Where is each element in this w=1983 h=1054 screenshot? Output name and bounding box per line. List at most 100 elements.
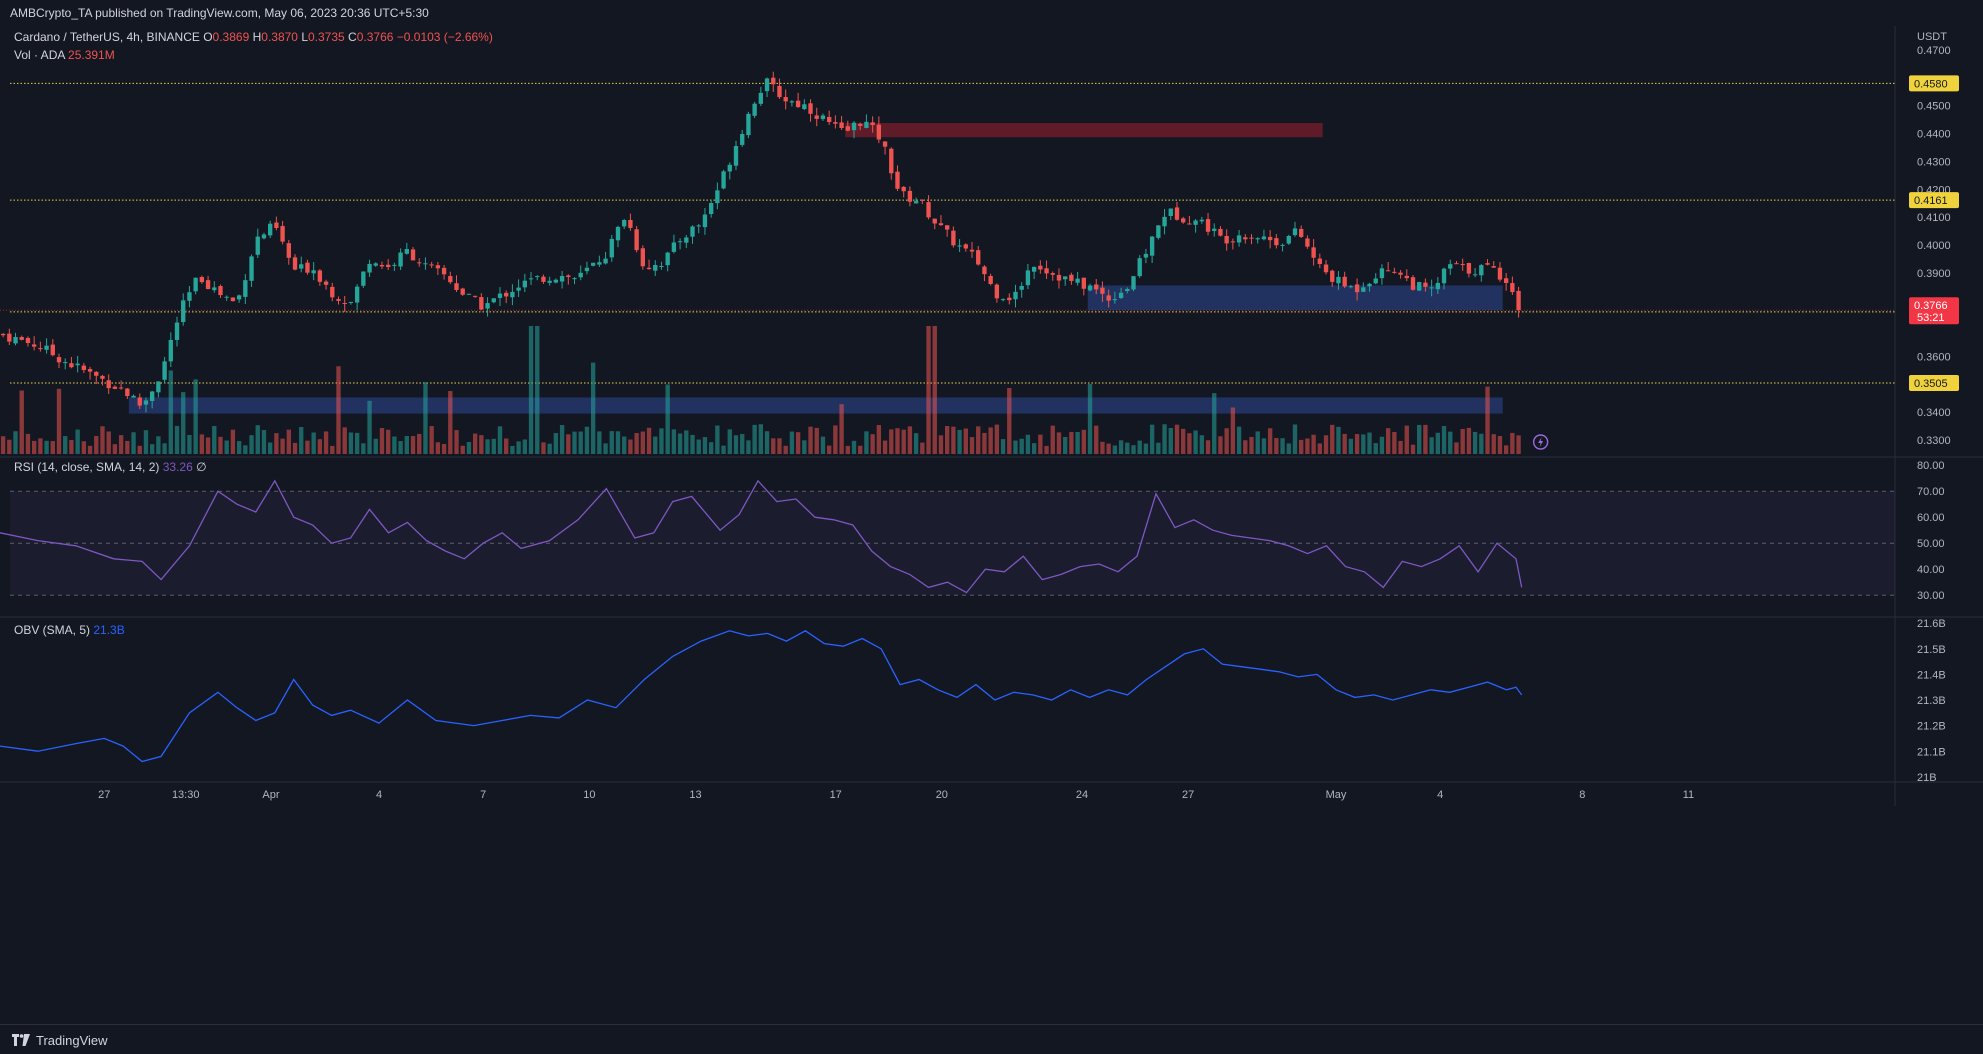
candle-body — [193, 277, 198, 292]
candle-body — [522, 280, 527, 288]
volume-bar — [795, 432, 801, 454]
volume-bar — [969, 437, 975, 454]
volume-bar — [982, 432, 987, 454]
support-zone — [1087, 285, 1503, 311]
volume-bar — [516, 441, 521, 454]
price-axis[interactable]: 0.47000.45000.44000.43000.42000.41000.40… — [1909, 31, 1959, 447]
volume-bar — [25, 433, 31, 454]
volume-bar — [1299, 439, 1304, 454]
candle-body — [1404, 275, 1409, 279]
volume-bar — [1205, 440, 1211, 454]
volume-bar — [1379, 436, 1385, 454]
candle-body — [882, 141, 888, 147]
volume-bar — [721, 445, 726, 454]
volume-bar — [1031, 443, 1037, 454]
time-axis[interactable]: 27 13:30 Apr 4 7 10 13 17 20 24 27 May 4 8 11 — [98, 789, 1694, 801]
candle-body — [864, 121, 869, 128]
rsi-tick-label: 70.00 — [1917, 486, 1945, 498]
tradingview-logo[interactable]: TradingView — [12, 1032, 108, 1048]
volume-bar — [802, 440, 807, 454]
candle-body — [7, 333, 12, 342]
volume-bar — [696, 439, 701, 454]
volume-bar — [671, 429, 677, 454]
candle-body — [982, 266, 987, 275]
volume-bar — [261, 430, 267, 454]
volume-bar — [777, 438, 782, 454]
volume-bar — [771, 438, 776, 454]
volume-bar — [572, 431, 577, 454]
obv-panel: 21.6B 21.5B 21.4B 21.3B 21.2B 21.1B 21B — [0, 618, 1946, 784]
volume-bar — [156, 436, 161, 454]
volume-bar — [212, 426, 217, 454]
volume-bar — [839, 404, 844, 454]
volume-bar — [944, 425, 950, 454]
lightning-icon — [1532, 434, 1549, 450]
volume-bar — [1187, 433, 1192, 454]
volume-bar — [1063, 436, 1068, 454]
candle-body — [808, 103, 813, 114]
candle-body — [895, 171, 900, 189]
volume-bar — [1149, 424, 1155, 454]
volume-bar — [497, 426, 503, 454]
volume-bar — [870, 434, 875, 454]
candle-body — [56, 357, 62, 363]
candle-body — [858, 123, 863, 126]
candle-body — [100, 375, 105, 379]
candle-body — [38, 348, 43, 350]
volume-bar — [504, 438, 509, 454]
volume-bar — [311, 432, 316, 454]
volume-bar — [752, 424, 757, 454]
volume-bar — [38, 438, 43, 454]
volume-bar — [603, 443, 608, 454]
rsi-extra: ∅ — [196, 460, 206, 474]
time-tick-label: 4 — [376, 789, 382, 801]
candle-body — [367, 263, 372, 273]
candle-body — [497, 293, 503, 298]
volume-bar — [1025, 434, 1031, 454]
volume-bar — [584, 426, 590, 454]
candle-body — [218, 286, 223, 296]
volume-bar — [386, 429, 391, 454]
candle-body — [920, 199, 925, 201]
volume-bar — [1181, 428, 1186, 454]
volume-bar — [597, 431, 602, 454]
obv-tick-label: 21.4B — [1917, 669, 1946, 681]
volume-bar — [920, 442, 925, 454]
price-unit-label: USDT — [1917, 31, 1947, 43]
volume-bar — [1323, 435, 1329, 454]
candle-body — [764, 78, 770, 92]
volume-bar — [1311, 434, 1316, 454]
candle-body — [802, 104, 807, 110]
volume-bar — [1292, 424, 1298, 454]
volume-bar — [1274, 438, 1279, 454]
time-tick-label: 20 — [936, 789, 948, 801]
obv-tick-label: 21.3B — [1917, 695, 1946, 707]
volume-bar — [330, 445, 335, 454]
candle-body — [63, 362, 68, 364]
candle-body — [19, 337, 24, 340]
ohlc-value: 0.3735 — [308, 30, 348, 44]
candle-body — [1031, 266, 1037, 272]
candle-body — [31, 344, 37, 347]
volume-bar — [951, 426, 956, 454]
bar-countdown: 53:21 — [1917, 312, 1945, 324]
price-tick-label: 0.4400 — [1917, 129, 1951, 141]
volume-bar — [826, 445, 832, 454]
candle-body — [305, 262, 310, 273]
candle-body — [1075, 278, 1080, 283]
candle-body — [1398, 272, 1403, 275]
volume-bar — [1261, 438, 1267, 454]
volume-bars — [0, 326, 1521, 454]
volume-bar — [1106, 443, 1111, 454]
volume-bar — [684, 430, 689, 454]
volume-bar — [808, 426, 813, 454]
candle-body — [156, 381, 161, 393]
volume-bar — [274, 433, 279, 454]
ohlc-key: O — [203, 30, 212, 44]
chart-canvas[interactable]: 80.00 70.00 60.00 50.00 40.00 30.00 21.6B 21.5… — [0, 26, 1983, 1024]
candle-body — [721, 171, 726, 189]
obv-tick-label: 21.6B — [1917, 618, 1946, 630]
candle-body — [1218, 228, 1223, 236]
volume-bar — [653, 436, 658, 454]
volume-bar — [876, 425, 882, 454]
